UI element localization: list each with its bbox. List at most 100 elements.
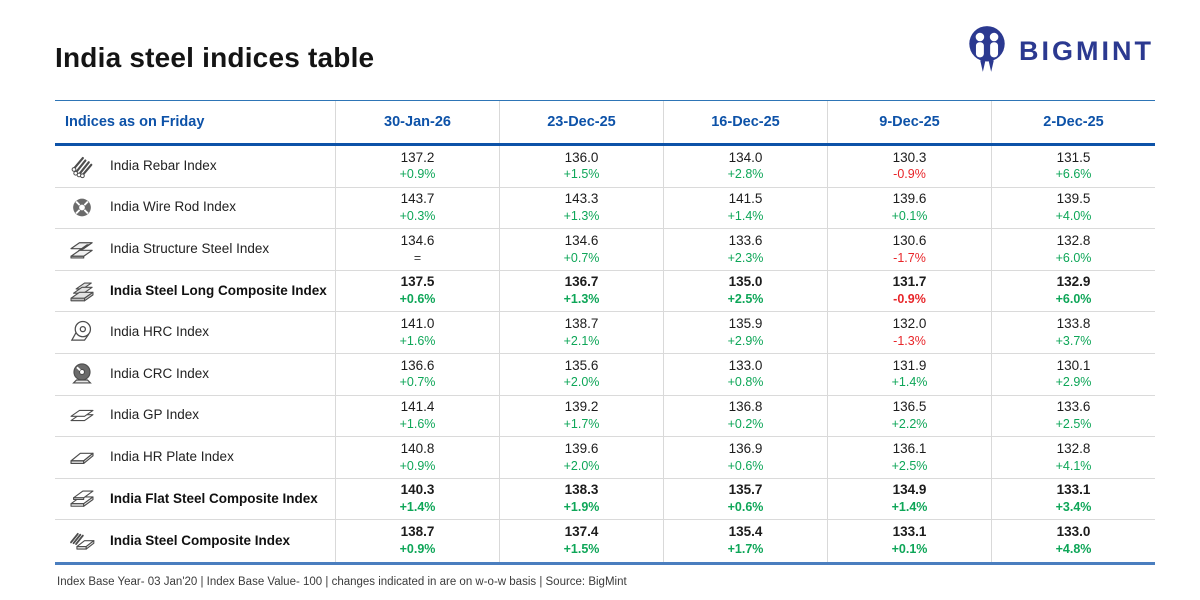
steel-composite-icon	[65, 528, 99, 555]
index-wow-change: +2.5%	[891, 458, 928, 473]
index-wow-change: +0.6%	[727, 458, 764, 473]
table-row: India Steel Composite Index 138.7 +0.9% 137…	[55, 520, 1155, 562]
index-wow-change: -1.7%	[893, 250, 926, 265]
index-wow-change: +2.5%	[727, 292, 764, 307]
index-name-cell: India Steel Long Composite Index	[55, 271, 335, 312]
footnote: Index Base Year- 03 Jan'20 | Index Base …	[57, 576, 627, 588]
table-row: India GP Index 141.4 +1.6% 139.2 +1.7% 136.8 +…	[55, 395, 1155, 438]
index-wow-change: +1.5%	[563, 167, 600, 182]
index-value-cell: 136.7 +1.3%	[499, 270, 663, 312]
gp-sheets-icon	[65, 402, 99, 429]
index-value: 133.6	[1056, 399, 1091, 415]
index-value: 133.1	[892, 524, 927, 540]
index-name-cell: India HR Plate Index	[55, 437, 335, 478]
column-date-label: 16-Dec-25	[711, 113, 780, 130]
index-value: 136.1	[892, 440, 927, 456]
table-row: India CRC Index 136.6 +0.7% 135.6 +2.0% 133.0…	[55, 353, 1155, 396]
index-wow-change: +2.3%	[727, 250, 764, 265]
rebar-icon	[65, 153, 99, 180]
index-value-cell: 137.2 +0.9%	[335, 146, 499, 187]
index-value-cell: 131.9 +1.4%	[827, 353, 991, 395]
index-wow-change: +0.8%	[727, 375, 764, 390]
index-value: 137.4	[564, 524, 599, 540]
index-value: 137.2	[400, 149, 435, 165]
index-wow-change: +6.0%	[1055, 250, 1092, 265]
index-value: 133.8	[1056, 315, 1091, 331]
index-name-cell: India HRC Index	[55, 312, 335, 353]
index-value: 134.6	[400, 232, 435, 248]
index-value-cell: 143.7 +0.3%	[335, 187, 499, 229]
index-value-cell: 138.7 +0.9%	[335, 520, 499, 562]
index-name-label: India Steel Long Composite Index	[110, 282, 327, 298]
header-date-cell: 9-Dec-25	[827, 101, 991, 143]
index-wow-change: +0.3%	[399, 209, 436, 224]
table-row: India Flat Steel Composite Index 140.3 +1.…	[55, 478, 1155, 521]
index-value: 130.1	[1056, 357, 1091, 373]
index-name-label: India CRC Index	[110, 365, 210, 381]
index-value-cell: 136.1 +2.5%	[827, 437, 991, 478]
index-value-cell: 131.5 +6.6%	[991, 146, 1155, 187]
header-date-cell: 23-Dec-25	[499, 101, 663, 143]
index-value: 132.0	[892, 315, 927, 331]
index-wow-change: +1.7%	[727, 542, 764, 557]
index-value-cell: 131.7 -0.9%	[827, 270, 991, 312]
index-wow-change: +2.9%	[1055, 375, 1092, 390]
header-date-cell: 16-Dec-25	[663, 101, 827, 143]
index-value: 132.8	[1056, 440, 1091, 456]
index-value-cell: 130.3 -0.9%	[827, 146, 991, 187]
index-value: 133.6	[728, 232, 763, 248]
index-value-cell: 132.8 +4.1%	[991, 437, 1155, 478]
index-value: 141.5	[728, 191, 763, 207]
index-wow-change: +0.9%	[399, 167, 436, 182]
index-value-cell: 138.7 +2.1%	[499, 312, 663, 353]
index-name-cell: India Flat Steel Composite Index	[55, 479, 335, 520]
index-name-cell: India GP Index	[55, 396, 335, 437]
index-value: 135.9	[728, 315, 763, 331]
index-value-cell: 134.6 +0.7%	[499, 229, 663, 270]
index-value: 136.7	[564, 274, 599, 290]
column-date-label: 9-Dec-25	[879, 113, 940, 130]
index-value-cell: 139.2 +1.7%	[499, 395, 663, 437]
header-label-cell: Indices as on Friday	[55, 101, 335, 143]
column-date-label: 23-Dec-25	[547, 113, 616, 130]
index-wow-change: +1.7%	[563, 416, 600, 431]
index-value: 140.8	[400, 440, 435, 456]
index-value: 141.0	[400, 315, 435, 331]
index-value: 136.9	[728, 440, 763, 456]
index-value: 133.0	[728, 357, 763, 373]
index-value-cell: 132.0 -1.3%	[827, 312, 991, 353]
index-wow-change: =	[413, 250, 422, 265]
index-value: 136.0	[564, 149, 599, 165]
flat-steel-stack-icon	[65, 486, 99, 513]
index-name-label: India Steel Composite Index	[110, 532, 291, 548]
table-row: India HR Plate Index 140.8 +0.9% 139.6 +2.0%…	[55, 437, 1155, 479]
index-wow-change: +1.5%	[563, 542, 600, 557]
index-value-cell: 133.0 +4.8%	[991, 520, 1155, 562]
index-value: 135.0	[728, 274, 763, 290]
index-wow-change: +1.4%	[727, 209, 764, 224]
index-value-cell: 136.6 +0.7%	[335, 353, 499, 395]
index-value-cell: 139.6 +2.0%	[499, 437, 663, 478]
index-value: 135.6	[564, 357, 599, 373]
index-value-cell: 133.1 +0.1%	[827, 520, 991, 562]
index-value-cell: 133.0 +0.8%	[663, 353, 827, 395]
column-date-label: 2-Dec-25	[1043, 113, 1104, 130]
header-date-cell: 30-Jan-26	[335, 101, 499, 143]
index-wow-change: +0.1%	[891, 542, 928, 557]
index-wow-change: +0.1%	[891, 209, 928, 224]
index-value: 133.0	[1056, 524, 1091, 540]
index-value: 136.6	[400, 357, 435, 373]
index-name-label: India Rebar Index	[110, 157, 217, 173]
index-wow-change: +3.7%	[1055, 333, 1092, 348]
index-value-cell: 135.7 +0.6%	[663, 478, 827, 520]
crc-coil-icon	[65, 361, 99, 388]
index-wow-change: -0.9%	[893, 167, 926, 182]
index-value: 139.2	[564, 399, 599, 415]
index-wow-change: +0.7%	[399, 375, 436, 390]
table-row: India Structure Steel Index 134.6 = 134.6 +0…	[55, 229, 1155, 271]
index-wow-change: +4.0%	[1055, 209, 1092, 224]
index-name-cell: India CRC Index	[55, 354, 335, 395]
index-value: 140.3	[400, 482, 435, 498]
index-wow-change: +0.9%	[399, 542, 436, 557]
